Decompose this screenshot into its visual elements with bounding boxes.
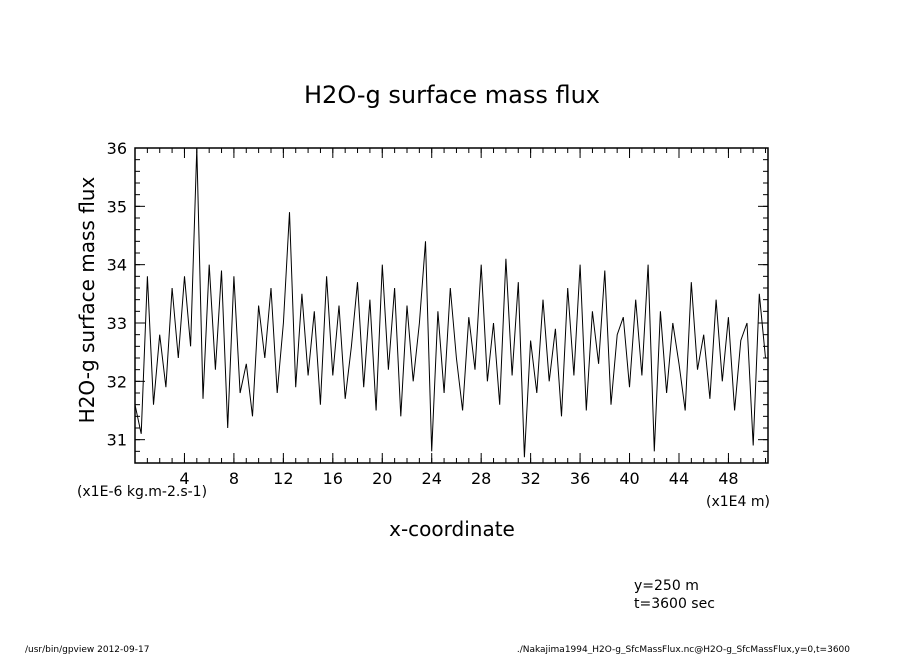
x-tick-labels: 4 8 12 16 20 24 28 32 36 40 44 48 — [179, 469, 738, 488]
axis-ticks — [135, 147, 768, 464]
y-tick-label: 31 — [107, 431, 127, 450]
chart-title: H2O-g surface mass flux — [304, 81, 600, 109]
x-tick-label: 16 — [323, 469, 343, 488]
x-tick-label: 36 — [570, 469, 590, 488]
x-tick-label: 32 — [520, 469, 540, 488]
y-tick-label: 35 — [107, 197, 127, 216]
y-tick-label: 32 — [107, 372, 127, 391]
y-axis-label: H2O-g surface mass flux — [75, 177, 99, 424]
x-tick-label: 44 — [669, 469, 689, 488]
y-axis-units: (x1E-6 kg.m-2.s-1) — [77, 484, 207, 500]
x-axis-label: x-coordinate — [389, 517, 515, 541]
x-tick-label: 28 — [471, 469, 491, 488]
footer-left-text: /usr/bin/gpview 2012-09-17 — [25, 645, 149, 654]
x-tick-label: 48 — [718, 469, 738, 488]
y-tick-label: 36 — [107, 139, 127, 158]
y-tick-label: 34 — [107, 256, 127, 275]
x-tick-label: 24 — [422, 469, 442, 488]
series-line — [134, 147, 766, 458]
x-tick-label: 40 — [619, 469, 639, 488]
info-y-text: y=250 m — [634, 578, 699, 594]
x-tick-label: 4 — [179, 469, 189, 488]
x-axis-units: (x1E4 m) — [706, 494, 770, 510]
footer-right-text: ./Nakajima1994_H2O-g_SfcMassFlux.nc@H2O-… — [517, 645, 850, 654]
plot-frame — [134, 147, 769, 464]
y-tick-labels: 31 32 33 34 35 36 — [107, 139, 127, 450]
y-tick-label: 33 — [107, 314, 127, 333]
x-tick-label: 12 — [273, 469, 293, 488]
info-t-text: t=3600 sec — [634, 596, 715, 612]
x-tick-label: 8 — [229, 469, 239, 488]
x-tick-label: 20 — [372, 469, 392, 488]
